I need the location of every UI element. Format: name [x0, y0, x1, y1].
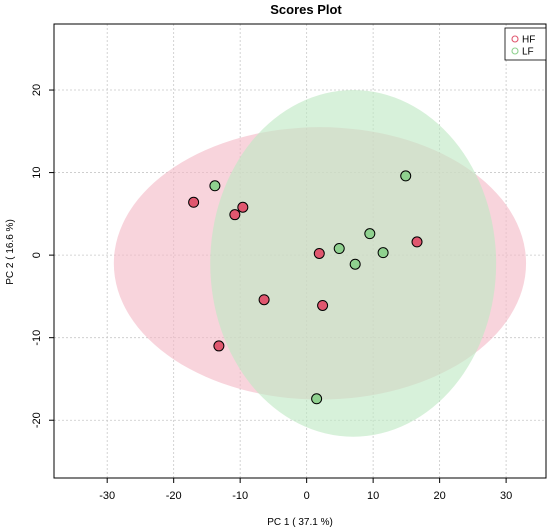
- y-tick-label: 20: [31, 84, 43, 96]
- point-hf: [258, 294, 270, 306]
- point-lf: [311, 393, 323, 405]
- x-tick-label: -30: [99, 490, 115, 502]
- axis-ticks: -30 -20 -10 0 10 20 30 -20 -10 0 10 20: [31, 84, 512, 502]
- point-lf: [349, 258, 361, 270]
- y-tick-label: -20: [31, 412, 43, 428]
- y-tick-label: -10: [31, 330, 43, 346]
- point-lf: [364, 228, 376, 240]
- point-lf: [400, 170, 412, 182]
- legend-label-hf: HF: [522, 35, 535, 46]
- legend-label-lf: LF: [522, 47, 534, 58]
- y-tick-label: 10: [31, 166, 43, 178]
- point-hf: [213, 340, 225, 352]
- x-tick-label: -20: [166, 490, 182, 502]
- legend-marker-lf: [511, 47, 519, 55]
- point-hf: [237, 201, 249, 213]
- x-tick-label: 20: [433, 490, 445, 502]
- legend-marker-hf: [511, 35, 519, 43]
- data-points: [188, 170, 423, 405]
- legend-box: [504, 27, 547, 61]
- point-hf: [317, 299, 329, 311]
- point-lf: [333, 243, 345, 255]
- chart-title: Scores Plot: [270, 2, 342, 17]
- y-axis-label: PC 2 ( 16.6 %): [5, 219, 16, 285]
- plot-frame: [53, 23, 547, 479]
- point-hf: [411, 236, 423, 248]
- point-lf: [209, 180, 221, 192]
- x-tick-label: 10: [367, 490, 379, 502]
- point-hf: [313, 247, 325, 259]
- x-axis-label: PC 1 ( 37.1 %): [267, 517, 333, 528]
- y-tick-label: 0: [31, 252, 43, 258]
- x-tick-label: -10: [232, 490, 248, 502]
- x-tick-label: 30: [500, 490, 512, 502]
- point-hf: [188, 196, 200, 208]
- x-tick-label: 0: [304, 490, 310, 502]
- point-hf: [229, 209, 241, 221]
- point-lf: [377, 247, 389, 259]
